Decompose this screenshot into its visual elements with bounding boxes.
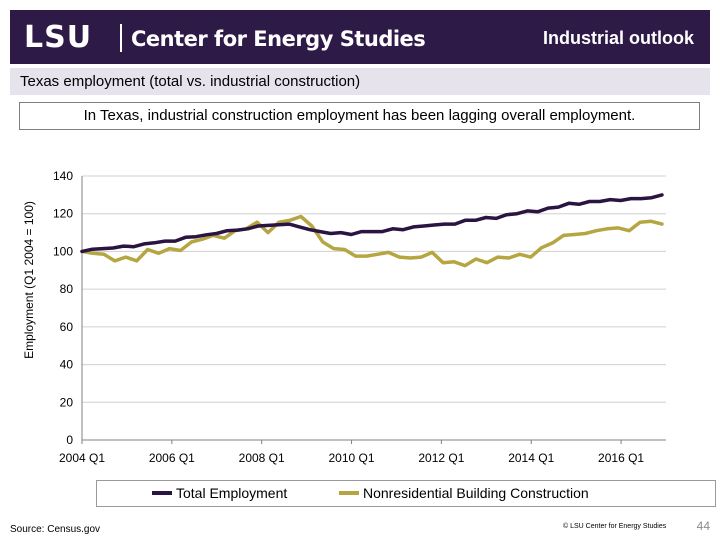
y-tick-label: 140 <box>53 169 73 183</box>
x-tick-label: 2012 Q1 <box>418 451 464 465</box>
legend-item-total: Total Employment <box>152 485 287 501</box>
y-tick-label: 100 <box>53 244 73 258</box>
y-tick-label: 120 <box>53 207 73 221</box>
x-tick-label: 2016 Q1 <box>598 451 644 465</box>
series-line-total-employment <box>80 193 664 254</box>
y-tick-label: 80 <box>60 282 74 296</box>
legend-swatch-total <box>152 491 172 495</box>
chart-legend: Total Employment Nonresidential Building… <box>96 480 716 507</box>
y-tick-label: 0 <box>66 433 73 447</box>
y-tick-label: 20 <box>60 395 74 409</box>
source-note: Source: Census.gov <box>10 524 101 535</box>
line-chart: 0 20 40 60 80 100 120 140 2004 Q1 2006 Q1 2008 Q1 2… <box>22 169 666 465</box>
x-tick-label: 2006 Q1 <box>149 451 195 465</box>
page-number: 44 <box>696 519 710 533</box>
legend-swatch-construction <box>339 491 359 495</box>
x-tick-label: 2008 Q1 <box>239 451 285 465</box>
legend-label-construction: Nonresidential Building Construction <box>363 485 589 501</box>
subtitle-bar: Texas employment (total vs. industrial c… <box>10 68 710 95</box>
legend-label-total: Total Employment <box>176 485 288 501</box>
headline-box: In Texas, industrial construction employ… <box>19 102 700 130</box>
series-line-nonresidential-construction <box>80 214 664 268</box>
x-tick-label: 2010 Q1 <box>329 451 375 465</box>
grid-lines <box>82 175 666 403</box>
headline-text: In Texas, industrial construction employ… <box>83 107 636 124</box>
slide-subtitle: Texas employment (total vs. industrial c… <box>20 73 361 90</box>
lsu-logo: LSU <box>24 20 93 55</box>
y-tick-label: 60 <box>60 320 74 334</box>
y-axis-label: Employment (Q1 2004 = 100) <box>22 201 36 359</box>
slide-title: Industrial outlook <box>543 28 694 48</box>
legend-item-construction: Nonresidential Building Construction <box>339 485 589 501</box>
header-banner: LSU Center for Energy Studies Industrial… <box>10 10 710 64</box>
copyright-note: © LSU Center for Energy Studies <box>563 523 667 530</box>
series-lines <box>80 193 664 268</box>
logo-divider <box>120 24 122 52</box>
y-tick-label: 40 <box>60 358 74 372</box>
axes: 0 20 40 60 80 100 120 140 2004 Q1 2006 Q1 2008 Q1 2… <box>53 169 666 465</box>
x-tick-label: 2014 Q1 <box>508 451 554 465</box>
center-name: Center for Energy Studies <box>131 27 426 51</box>
x-tick-label: 2004 Q1 <box>59 451 105 465</box>
